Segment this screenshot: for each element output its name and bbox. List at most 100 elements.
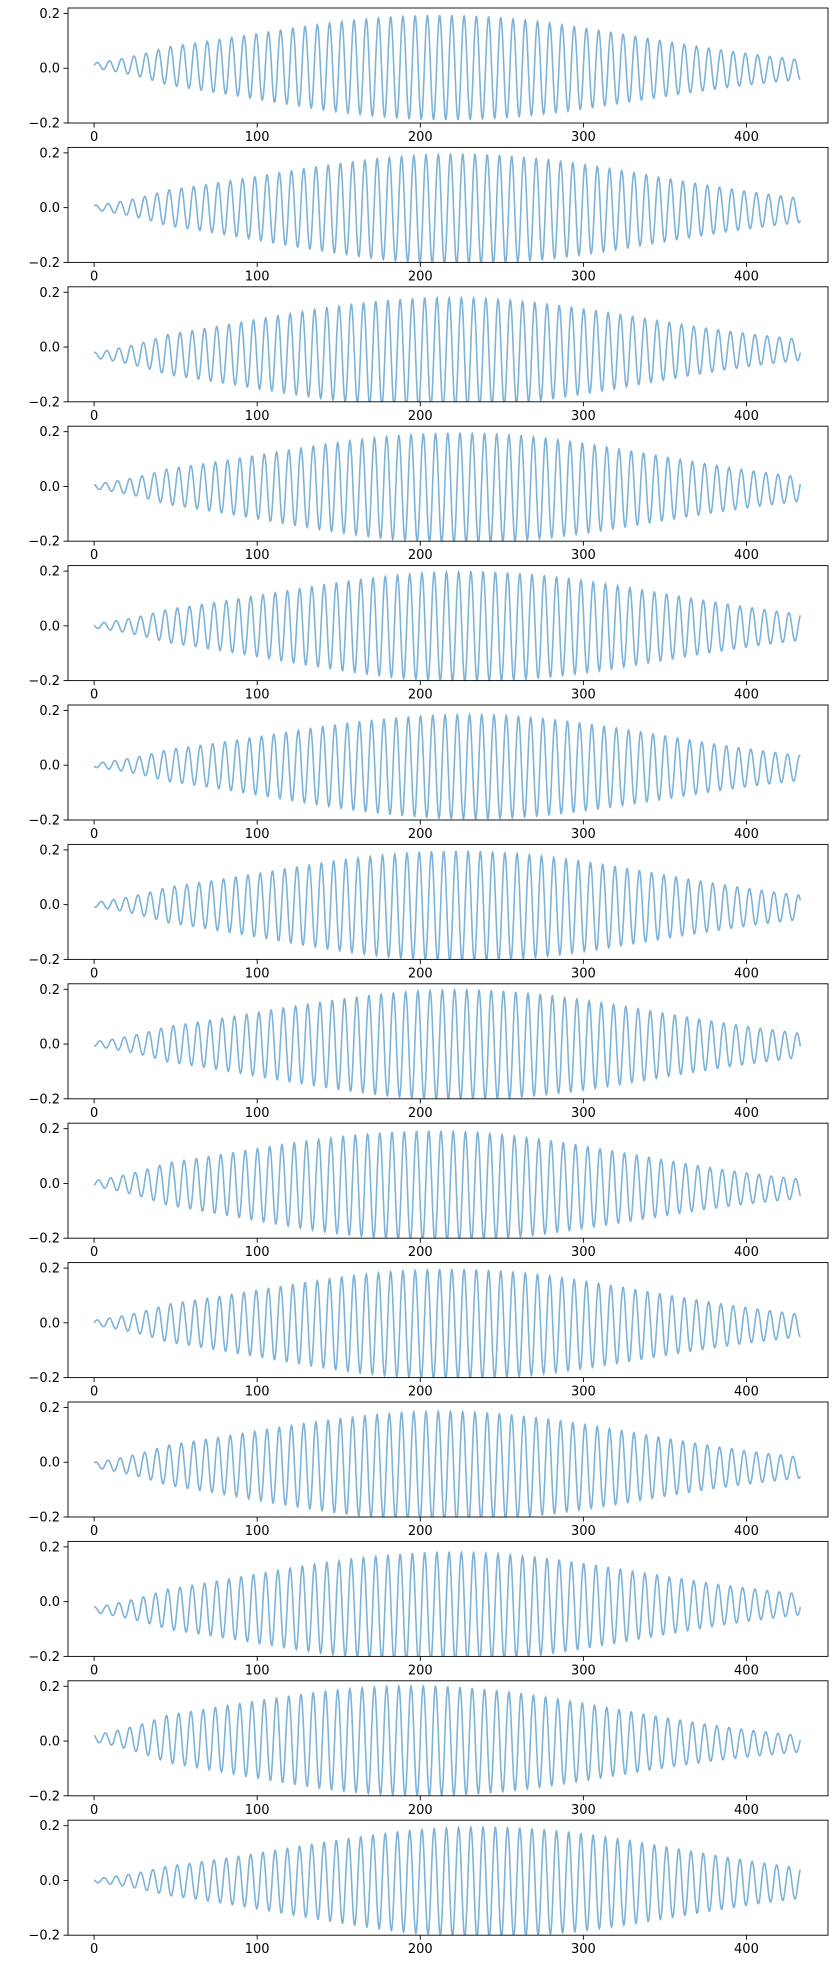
series-line (93, 712, 801, 820)
x-tick-label: 100 (245, 1942, 270, 1957)
x-tick-label: 300 (571, 409, 596, 424)
axes-frame (67, 983, 829, 1100)
x-tick-label: 300 (571, 548, 596, 563)
y-tick-label: −0.2 (28, 953, 60, 968)
x-tick-label: 300 (571, 1803, 596, 1818)
x-tick-label: 400 (734, 1803, 759, 1818)
x-tick-label: 300 (571, 827, 596, 842)
x-tick-label: 0 (90, 1803, 98, 1818)
series-line (93, 14, 801, 121)
x-tick-label: 200 (408, 269, 433, 284)
x-tick-label: 0 (90, 269, 98, 284)
subplot-5: 0 100 200 300 400 −0.2 0.0 0.2 (28, 565, 829, 703)
y-tick-label: 0.2 (39, 1122, 60, 1137)
series-line (93, 1683, 802, 1796)
series-line (93, 850, 802, 960)
y-tick-label: 0.2 (39, 704, 60, 719)
x-tick-label: 0 (90, 1245, 98, 1260)
subplot-8: 0 100 200 300 400 −0.2 0.0 0.2 (28, 983, 829, 1121)
x-tick-label: 100 (245, 1803, 270, 1818)
x-tick-label: 100 (245, 1524, 270, 1539)
x-tick-label: 100 (245, 409, 270, 424)
y-tick-label: −0.2 (28, 1092, 60, 1107)
x-tick-label: 100 (245, 1385, 270, 1400)
x-tick-label: 400 (734, 548, 759, 563)
axes-frame (67, 1680, 829, 1797)
subplot-12: 0 100 200 300 400 −0.2 0.0 0.2 (28, 1540, 829, 1678)
x-tick-label: 0 (90, 688, 98, 703)
x-tick-label: 200 (408, 548, 433, 563)
x-tick-label: 100 (245, 827, 270, 842)
axes-frame (67, 7, 829, 124)
x-tick-label: 100 (245, 1245, 270, 1260)
y-tick-label: 0.0 (39, 480, 60, 495)
series-line (93, 152, 802, 263)
series-line (93, 1825, 802, 1936)
y-tick-label: 0.0 (39, 1177, 60, 1192)
y-tick-label: 0.2 (39, 1680, 60, 1695)
y-tick-label: 0.0 (39, 898, 60, 913)
subplot-9: 0 100 200 300 400 −0.2 0.0 0.2 (28, 1122, 829, 1260)
y-tick-label: −0.2 (28, 1371, 60, 1386)
x-tick-label: 400 (734, 1245, 759, 1260)
axes-frame (67, 146, 829, 263)
x-tick-label: 0 (90, 1942, 98, 1957)
subplot-11: 0 100 200 300 400 −0.2 0.0 0.2 (28, 1401, 829, 1539)
y-tick-label: −0.2 (28, 1650, 60, 1665)
y-tick-label: 0.2 (39, 983, 60, 998)
x-tick-label: 400 (734, 688, 759, 703)
axes-frame (67, 1540, 829, 1657)
x-tick-label: 200 (408, 688, 433, 703)
y-tick-label: 0.0 (39, 201, 60, 216)
axes-frame (67, 565, 829, 682)
y-tick-label: 0.2 (39, 1262, 60, 1277)
subplot-7: 0 100 200 300 400 −0.2 0.0 0.2 (28, 843, 829, 981)
x-tick-label: 400 (734, 1385, 759, 1400)
y-tick-label: 0.0 (39, 341, 60, 356)
subplot-10: 0 100 200 300 400 −0.2 0.0 0.2 (28, 1262, 829, 1400)
x-tick-label: 0 (90, 1106, 98, 1121)
y-tick-label: −0.2 (28, 814, 60, 829)
x-tick-label: 400 (734, 269, 759, 284)
y-tick-label: 0.0 (39, 1595, 60, 1610)
subplot-4: 0 100 200 300 400 −0.2 0.0 0.2 (28, 425, 829, 563)
x-tick-label: 200 (408, 1803, 433, 1818)
y-tick-label: 0.0 (39, 1038, 60, 1053)
x-tick-label: 300 (571, 1663, 596, 1678)
x-tick-label: 200 (408, 1106, 433, 1121)
x-tick-label: 100 (245, 1106, 270, 1121)
series-line (93, 1550, 802, 1657)
x-tick-label: 200 (408, 409, 433, 424)
x-tick-label: 300 (571, 1245, 596, 1260)
x-tick-label: 300 (571, 1106, 596, 1121)
series-line (93, 1129, 802, 1239)
x-tick-label: 0 (90, 827, 98, 842)
y-tick-label: 0.0 (39, 1735, 60, 1750)
y-tick-label: 0.2 (39, 286, 60, 301)
y-tick-label: 0.0 (39, 1316, 60, 1331)
axes-frame (67, 843, 829, 960)
y-tick-label: 0.2 (39, 425, 60, 440)
x-tick-label: 0 (90, 1524, 98, 1539)
x-tick-label: 400 (734, 1663, 759, 1678)
y-tick-label: −0.2 (28, 117, 60, 132)
y-tick-label: 0.2 (39, 565, 60, 580)
x-tick-label: 200 (408, 1524, 433, 1539)
y-tick-label: 0.0 (39, 619, 60, 634)
series-line (93, 295, 802, 402)
x-tick-label: 0 (90, 548, 98, 563)
x-tick-label: 400 (734, 1524, 759, 1539)
axes-frame (67, 1122, 829, 1239)
axes-frame (67, 704, 829, 821)
y-tick-label: 0.0 (39, 62, 60, 77)
x-tick-label: 100 (245, 548, 270, 563)
x-tick-label: 300 (571, 1385, 596, 1400)
x-tick-label: 400 (734, 827, 759, 842)
series-line (93, 569, 802, 681)
y-tick-label: −0.2 (28, 535, 60, 550)
y-tick-label: −0.2 (28, 1929, 60, 1944)
y-tick-label: 0.2 (39, 1540, 60, 1555)
series-line (93, 1268, 801, 1378)
x-tick-label: 300 (571, 966, 596, 981)
